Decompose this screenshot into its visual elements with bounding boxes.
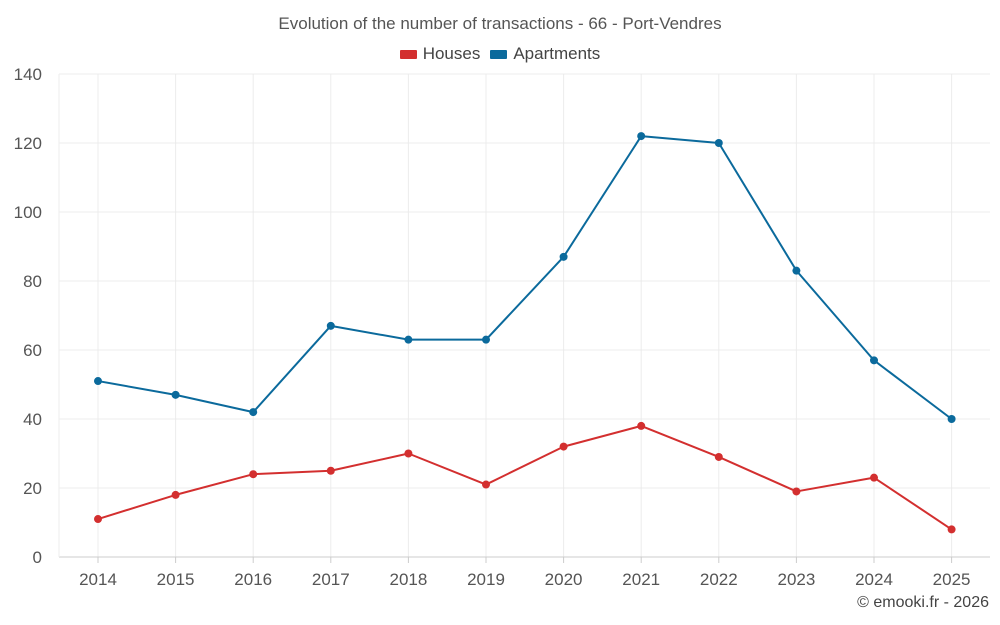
data-point-apartments[interactable] (559, 252, 568, 261)
x-tick-label: 2023 (777, 570, 815, 589)
legend: Houses Apartments (0, 44, 1000, 64)
credit-text: © emooki.fr - 2026 (857, 594, 989, 611)
data-point-houses[interactable] (171, 490, 180, 499)
legend-swatch-houses (399, 49, 417, 59)
y-tick-label: 120 (14, 134, 42, 153)
data-point-apartments[interactable] (326, 321, 335, 330)
chart-title: Evolution of the number of transactions … (278, 14, 722, 33)
data-point-apartments[interactable] (482, 335, 490, 344)
x-tick-label: 2020 (545, 570, 583, 589)
data-point-houses[interactable] (792, 487, 801, 496)
data-point-apartments[interactable] (792, 266, 801, 275)
y-tick-label: 0 (33, 548, 42, 567)
legend-label-apartments: Apartments (513, 44, 601, 63)
x-tick-label: 2014 (79, 570, 117, 589)
data-point-houses[interactable] (947, 525, 956, 534)
x-tick-label: 2018 (389, 570, 427, 589)
y-tick-label: 60 (23, 341, 42, 360)
legend-item-houses[interactable]: Houses (399, 44, 481, 64)
data-point-houses[interactable] (637, 421, 646, 430)
data-point-apartments[interactable] (249, 408, 258, 417)
y-tick-label: 140 (14, 65, 42, 84)
series-line-houses (97, 424, 953, 531)
data-point-houses[interactable] (714, 452, 723, 461)
x-tick-label: 2022 (700, 570, 738, 589)
x-tick-label: 2021 (622, 570, 660, 589)
x-tick-label: 2019 (467, 570, 505, 589)
data-point-apartments[interactable] (404, 335, 413, 344)
data-point-apartments[interactable] (870, 356, 878, 365)
y-tick-label: 100 (14, 203, 42, 222)
data-point-houses[interactable] (404, 449, 413, 458)
x-tick-label: 2015 (157, 570, 195, 589)
x-tick-label: 2017 (312, 570, 350, 589)
data-point-apartments[interactable] (637, 132, 646, 141)
y-tick-label: 40 (23, 410, 42, 429)
legend-label-houses: Houses (422, 44, 481, 63)
y-tick-label: 20 (23, 479, 42, 498)
y-tick-label: 80 (23, 272, 42, 291)
data-point-apartments[interactable] (947, 415, 956, 423)
data-point-houses[interactable] (94, 515, 102, 524)
data-point-apartments[interactable] (714, 139, 723, 147)
x-tick-label: 2016 (234, 570, 272, 589)
x-tick-label: 2024 (855, 570, 893, 589)
legend-item-apartments[interactable]: Apartments (490, 44, 600, 64)
series-line-apartments (97, 135, 953, 420)
data-point-houses[interactable] (326, 466, 335, 475)
data-point-apartments[interactable] (171, 390, 180, 399)
legend-swatch-apartments (490, 49, 508, 59)
data-point-houses[interactable] (482, 480, 490, 489)
data-point-apartments[interactable] (94, 377, 102, 386)
data-point-houses[interactable] (870, 473, 878, 482)
data-point-houses[interactable] (559, 442, 568, 451)
x-tick-label: 2025 (933, 570, 971, 589)
data-point-houses[interactable] (249, 470, 258, 479)
